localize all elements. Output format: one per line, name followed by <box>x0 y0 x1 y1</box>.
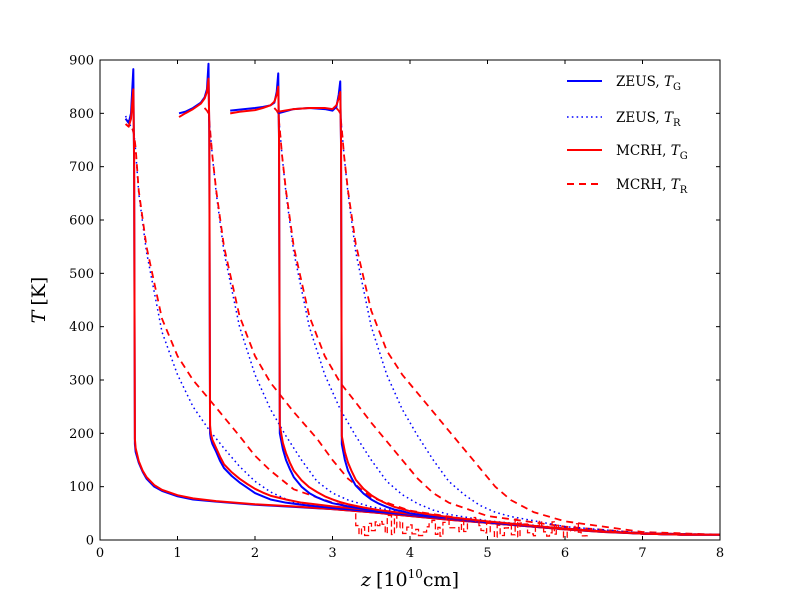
series-line-4 <box>178 62 720 536</box>
x-tick-label: 4 <box>406 546 414 561</box>
series-layer <box>124 62 721 538</box>
series-line-14 <box>278 91 720 536</box>
x-tick-label: 7 <box>638 546 646 561</box>
legend-label-mcrh-tr: MCRH, TR <box>616 177 688 196</box>
x-axis-label: z [1010cm] <box>360 567 459 591</box>
x-tick-label: 6 <box>561 546 569 561</box>
x-tick-label: 0 <box>96 546 104 561</box>
legend-label-zeus-tg: ZEUS, TG <box>616 74 681 93</box>
series-line-15 <box>335 107 721 536</box>
y-tick-label: 700 <box>69 160 94 175</box>
series-line-13 <box>335 107 721 536</box>
series-line-7 <box>203 107 721 536</box>
y-tick-label: 0 <box>86 534 94 549</box>
ticks-layer: 0 1 2 3 4 5 6 7 8 0 100 200 300 400 500 600 700 800 900 <box>69 54 724 562</box>
series-line-9 <box>273 107 721 536</box>
y-tick-label: 500 <box>69 267 94 282</box>
legend-label-zeus-tr: ZEUS, TR <box>616 110 681 129</box>
y-axis-label: T[K] <box>28 277 50 324</box>
legend-label-mcrh-tg: MCRH, TG <box>616 143 688 162</box>
y-tick-label: 300 <box>69 374 94 389</box>
x-tick-label: 3 <box>328 546 336 561</box>
y-tick-label: 800 <box>69 107 94 122</box>
y-tick-label: 900 <box>69 54 94 69</box>
legend: ZEUS, TG ZEUS, TR MCRH, TG MCRH, TR <box>567 74 688 196</box>
plot-frame <box>99 59 721 541</box>
x-tick-label: 8 <box>716 546 724 561</box>
x-tick-label: 2 <box>251 546 259 561</box>
y-tick-label: 600 <box>69 214 94 229</box>
series-line-5 <box>204 107 721 536</box>
series-line-0 <box>124 68 720 536</box>
x-tick-label: 5 <box>483 546 491 561</box>
noise-band <box>355 513 588 538</box>
y-tick-label: 400 <box>69 320 94 335</box>
y-tick-label: 100 <box>69 480 94 495</box>
x-tick-label: 1 <box>173 546 181 561</box>
y-tick-label: 200 <box>69 427 94 442</box>
